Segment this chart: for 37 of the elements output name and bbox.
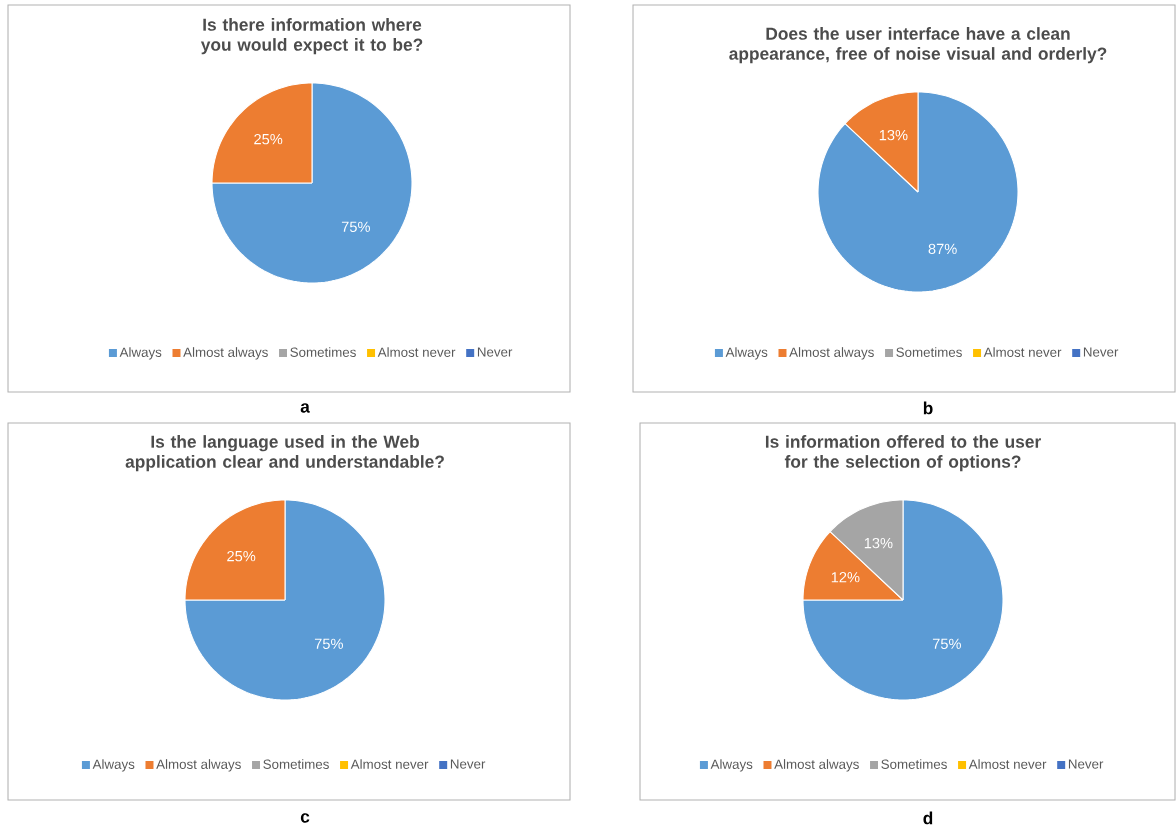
- legend-label: Never: [1068, 759, 1104, 769]
- text: c: [300, 813, 310, 823]
- text: a: [300, 403, 310, 413]
- legend-label: Almost never: [350, 759, 429, 770]
- data-label: 75%: [341, 221, 370, 233]
- chart-title: Is the language used in the Web application clear and understandable?: [125, 435, 444, 472]
- legend-label: Sometimes: [290, 347, 356, 358]
- data-label: 12%: [831, 572, 860, 583]
- data-label: 13%: [879, 130, 908, 141]
- text: d: [923, 811, 933, 825]
- data-label: 87%: [928, 243, 957, 255]
- chart-title: Is information offered to the user for the selection of options?: [765, 435, 1041, 472]
- legend-label: Always: [92, 759, 135, 772]
- legend-label: Always: [119, 347, 162, 360]
- data-label: 25%: [227, 551, 256, 562]
- data-label: 13%: [864, 538, 893, 549]
- legend-label: Sometimes: [881, 759, 947, 770]
- data-label: 75%: [932, 638, 961, 650]
- legend-label: Always: [725, 347, 768, 360]
- legend-label: Almost always: [789, 347, 874, 360]
- legend-label: Never: [450, 759, 486, 769]
- legend-label: Almost never: [983, 347, 1062, 358]
- legend-label: Almost never: [968, 759, 1047, 770]
- legend-label: Always: [710, 759, 753, 772]
- legend-label: Almost always: [774, 759, 859, 772]
- legend-label: Almost never: [377, 347, 456, 358]
- legend-label: Almost always: [156, 759, 241, 772]
- data-label: 75%: [314, 638, 343, 650]
- data-label: 25%: [254, 134, 283, 145]
- legend-label: Never: [1083, 347, 1119, 357]
- chart-title: Is there information where you would expect it to be?: [200, 18, 423, 55]
- legend-label: Sometimes: [896, 347, 962, 358]
- legend-label: Almost always: [183, 347, 268, 360]
- text: b: [923, 401, 933, 415]
- legend-label: Sometimes: [263, 759, 329, 770]
- chart-title: Does the user interface have a clean appearance, free of noise visual and orderly?: [729, 27, 1107, 64]
- legend-label: Never: [477, 347, 513, 357]
